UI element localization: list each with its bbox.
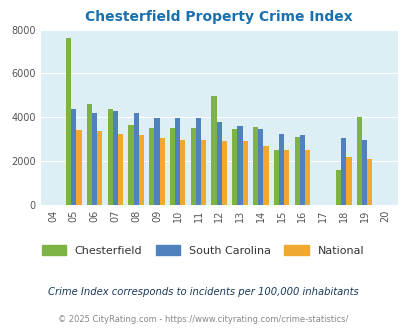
Bar xyxy=(242,141,247,205)
Bar xyxy=(76,130,81,205)
Bar xyxy=(294,137,299,205)
Bar xyxy=(237,126,242,205)
Bar xyxy=(273,150,278,205)
Bar xyxy=(149,128,154,205)
Bar xyxy=(356,117,361,205)
Bar xyxy=(361,140,367,205)
Bar xyxy=(128,125,133,205)
Legend: Chesterfield, South Carolina, National: Chesterfield, South Carolina, National xyxy=(37,241,368,260)
Bar xyxy=(118,134,123,205)
Bar xyxy=(71,110,76,205)
Bar xyxy=(97,131,102,205)
Bar xyxy=(139,135,144,205)
Bar xyxy=(87,104,92,205)
Bar xyxy=(252,127,258,205)
Bar xyxy=(263,146,268,205)
Title: Chesterfield Property Crime Index: Chesterfield Property Crime Index xyxy=(85,10,352,24)
Text: © 2025 CityRating.com - https://www.cityrating.com/crime-statistics/: © 2025 CityRating.com - https://www.city… xyxy=(58,315,347,324)
Text: Crime Index corresponds to incidents per 100,000 inhabitants: Crime Index corresponds to incidents per… xyxy=(47,287,358,297)
Bar xyxy=(169,128,175,205)
Bar xyxy=(258,129,263,205)
Bar xyxy=(304,150,309,205)
Bar xyxy=(232,129,237,205)
Bar xyxy=(133,113,139,205)
Bar xyxy=(341,138,345,205)
Bar xyxy=(92,113,97,205)
Bar xyxy=(221,141,226,205)
Bar xyxy=(195,118,200,205)
Bar xyxy=(159,138,164,205)
Bar xyxy=(335,170,341,205)
Bar xyxy=(200,140,206,205)
Bar xyxy=(367,159,371,205)
Bar xyxy=(278,134,284,205)
Bar xyxy=(211,96,216,205)
Bar xyxy=(299,135,304,205)
Bar xyxy=(284,150,289,205)
Bar xyxy=(154,118,159,205)
Bar xyxy=(190,128,195,205)
Bar xyxy=(66,38,71,205)
Bar xyxy=(180,140,185,205)
Bar xyxy=(216,121,221,205)
Bar xyxy=(113,111,118,205)
Bar xyxy=(175,118,180,205)
Bar xyxy=(107,110,113,205)
Bar xyxy=(345,156,351,205)
